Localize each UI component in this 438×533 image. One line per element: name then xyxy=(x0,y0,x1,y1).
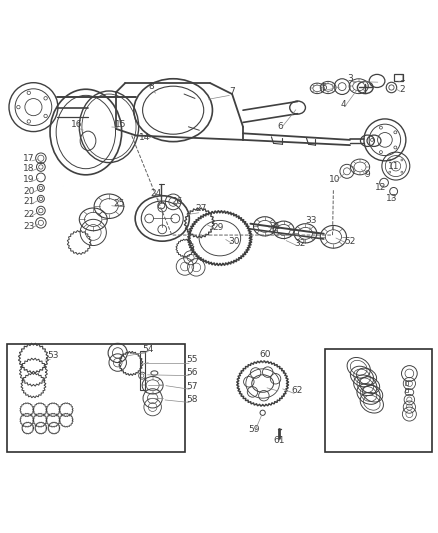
Text: 4: 4 xyxy=(341,100,346,109)
Text: 32: 32 xyxy=(294,239,305,248)
Text: 10: 10 xyxy=(329,175,340,184)
Text: 17: 17 xyxy=(23,154,35,163)
Text: 5: 5 xyxy=(321,83,327,92)
Text: 54: 54 xyxy=(143,345,154,354)
Text: 1: 1 xyxy=(399,74,405,83)
Text: 25: 25 xyxy=(114,199,125,208)
Text: 8: 8 xyxy=(148,82,154,91)
Text: 24: 24 xyxy=(150,189,161,198)
Text: 26: 26 xyxy=(172,197,183,206)
Text: 60: 60 xyxy=(259,350,271,359)
Text: 57: 57 xyxy=(186,382,198,391)
Text: 53: 53 xyxy=(47,351,59,360)
Text: 55: 55 xyxy=(186,356,198,365)
Text: 3: 3 xyxy=(347,74,353,83)
Text: 58: 58 xyxy=(186,395,198,403)
Text: 33: 33 xyxy=(305,216,316,225)
Text: 15: 15 xyxy=(115,120,127,129)
Text: 21: 21 xyxy=(23,197,35,206)
Bar xyxy=(405,381,408,385)
Text: 11: 11 xyxy=(388,161,399,171)
Text: 12: 12 xyxy=(375,183,386,192)
Text: 2: 2 xyxy=(399,85,405,94)
Text: 52: 52 xyxy=(344,237,356,246)
Text: 9: 9 xyxy=(364,171,370,179)
Text: 20: 20 xyxy=(23,187,35,196)
Text: 29: 29 xyxy=(212,223,224,232)
Bar xyxy=(394,74,403,82)
Text: 13: 13 xyxy=(386,195,397,203)
Text: 18: 18 xyxy=(23,164,35,173)
Text: 27: 27 xyxy=(196,204,207,213)
Text: 62: 62 xyxy=(291,386,302,395)
Text: 7: 7 xyxy=(229,87,235,96)
Text: 56: 56 xyxy=(186,368,198,377)
Text: 61: 61 xyxy=(273,436,285,445)
Text: 6: 6 xyxy=(277,122,283,131)
Text: 19: 19 xyxy=(23,175,35,184)
Bar xyxy=(7,344,185,452)
Text: 23: 23 xyxy=(23,222,35,231)
Bar xyxy=(140,351,145,390)
Text: 59: 59 xyxy=(248,425,260,434)
Text: 14: 14 xyxy=(139,133,151,142)
Text: 22: 22 xyxy=(24,209,35,219)
Text: 30: 30 xyxy=(229,237,240,246)
Text: 31: 31 xyxy=(269,222,281,231)
Text: 16: 16 xyxy=(71,120,83,129)
Bar xyxy=(405,388,408,392)
Bar xyxy=(325,350,431,452)
